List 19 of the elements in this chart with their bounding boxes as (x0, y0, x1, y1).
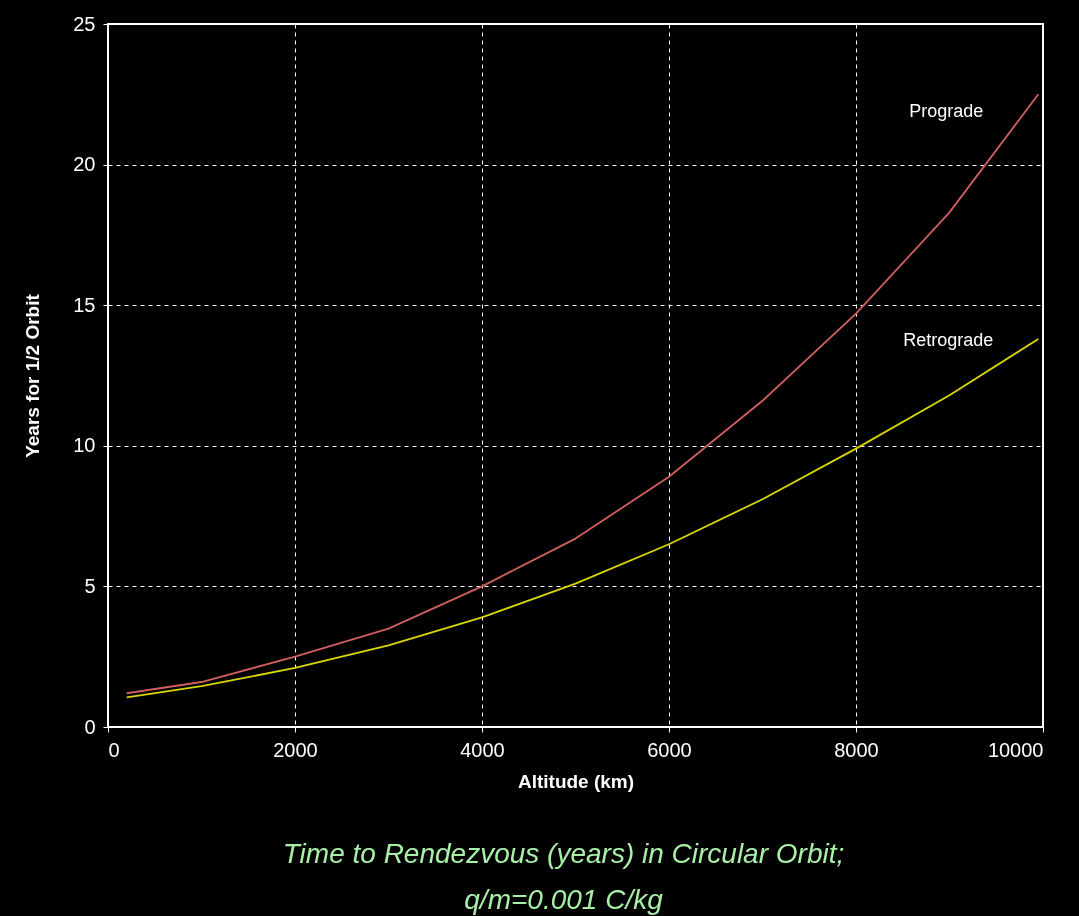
y-tick-label: 5 (84, 574, 96, 597)
y-tick-label: 20 (73, 153, 96, 176)
x-tick-label: 8000 (834, 738, 879, 761)
x-tick-label: 0 (108, 738, 120, 761)
y-tick-label: 15 (73, 293, 96, 316)
y-tick-label: 0 (84, 715, 96, 738)
text: Time to Rendezvous (years) in Circular Orbit; (282, 838, 845, 869)
x-tick-label: 6000 (647, 738, 692, 761)
line-series (125, 93, 1040, 695)
series-label: Prograde (909, 101, 984, 122)
y-tick-label: 10 (73, 434, 96, 457)
x-tick-label: 10000 (987, 738, 1044, 761)
y-tick-label: 25 (73, 12, 96, 35)
text: q/m=0.001 C/kg (464, 884, 664, 915)
x-tick-label: 4000 (460, 738, 505, 761)
x-tick-label: 2000 (273, 738, 318, 761)
y-axis-title: Years for 1/2 Orbit (22, 293, 44, 458)
series-label: Retrograde (903, 329, 994, 350)
x-axis-title: Altitude (km) (517, 770, 635, 792)
